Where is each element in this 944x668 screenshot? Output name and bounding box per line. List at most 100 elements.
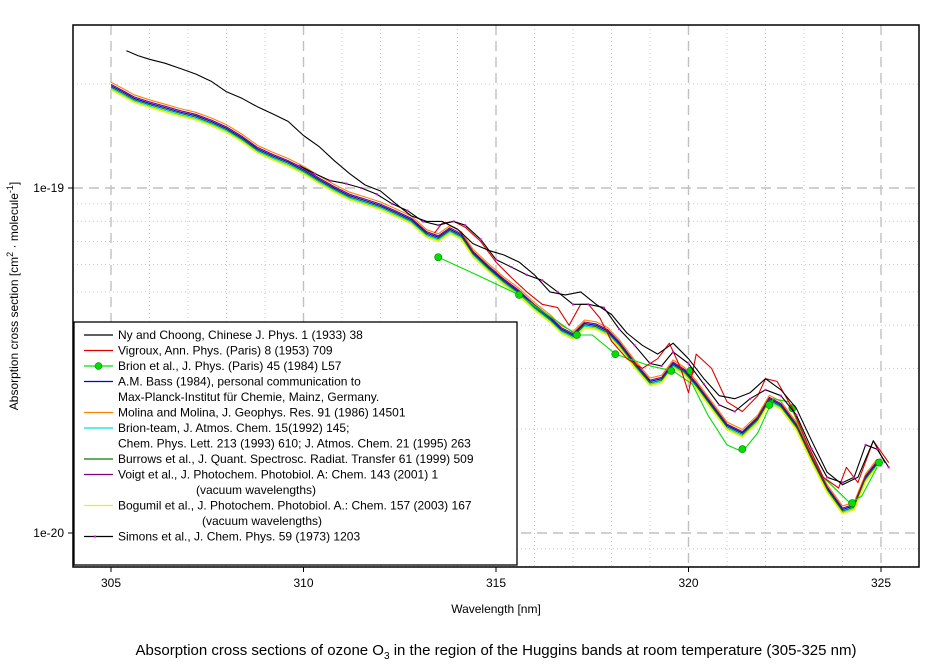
series-line	[110, 89, 878, 515]
data-point	[887, 466, 890, 469]
data-point	[853, 476, 856, 479]
y-tick-label: 1e-20	[33, 526, 64, 540]
legend-label: Chem. Phys. Lett. 213 (1993) 610; J. Atm…	[118, 437, 471, 451]
data-point	[718, 403, 721, 406]
legend-label: Max-Planck-Institut für Chemie, Mainz, G…	[118, 390, 379, 404]
legend-marker	[94, 535, 96, 538]
series-5	[110, 87, 878, 513]
data-point	[672, 350, 675, 353]
legend-marker	[94, 362, 103, 370]
series-line	[126, 50, 886, 486]
chart-title: Absorption cross sections of ozone O3 in…	[136, 642, 857, 662]
data-point	[452, 220, 455, 223]
data-point	[329, 179, 332, 182]
series-4	[110, 81, 878, 507]
legend: Ny and Choong, Chinese J. Phys. 1 (1933)…	[73, 321, 518, 566]
data-point	[406, 209, 409, 212]
legend-label: Simons et al., J. Chem. Phys. 59 (1973) …	[118, 530, 360, 544]
series-line	[433, 220, 890, 489]
legend-label: Bogumil et al., J. Photochem. Photobiol.…	[118, 499, 472, 513]
series-line	[110, 85, 878, 511]
series-layer	[110, 50, 890, 515]
data-point	[298, 164, 301, 167]
data-point	[687, 362, 690, 365]
series-line	[110, 87, 878, 513]
data-point	[572, 331, 581, 339]
data-point	[749, 397, 752, 400]
legend-label: Voigt et al., J. Photochem. Photobiol. A…	[118, 468, 439, 482]
data-point	[510, 266, 513, 269]
data-point	[795, 413, 798, 416]
data-point	[810, 448, 813, 451]
data-point	[875, 458, 883, 467]
data-point	[733, 410, 736, 413]
legend-label: Molina and Molina, J. Geophys. Res. 91 (…	[118, 406, 406, 420]
series-1	[433, 220, 890, 489]
series-8	[110, 89, 878, 515]
data-point	[375, 193, 378, 196]
data-point	[464, 224, 467, 227]
legend-item: Ny and Choong, Chinese J. Phys. 1 (1933)…	[84, 328, 363, 342]
legend-item: Vigroux, Ann. Phys. (Paris) 8 (1953) 709	[84, 344, 333, 358]
x-tick-label: 320	[678, 576, 698, 590]
legend-label: Brion-team, J. Atmos. Chem. 15(1992) 145…	[118, 421, 349, 435]
series-line	[110, 81, 878, 507]
series-6	[110, 86, 878, 512]
data-point	[525, 273, 528, 276]
data-point	[876, 448, 879, 451]
legend-box	[73, 321, 518, 566]
data-point	[667, 367, 676, 375]
legend-label: Vigroux, Ann. Phys. (Paris) 8 (1953) 709	[118, 344, 333, 358]
data-point	[495, 258, 497, 261]
data-point	[826, 476, 829, 479]
data-point	[602, 306, 605, 309]
data-point	[541, 279, 544, 282]
data-point	[572, 303, 574, 306]
x-tick-label: 315	[486, 576, 506, 590]
series-9	[298, 164, 890, 484]
legend-item: Brion-team, J. Atmos. Chem. 15(1992) 145…	[84, 421, 471, 451]
legend-label: Brion et al., J. Phys. (Paris) 45 (1984)…	[118, 359, 342, 373]
legend-label: Burrows et al., J. Quant. Spectrosc. Rad…	[118, 452, 474, 466]
data-point	[765, 401, 774, 409]
series-2	[434, 253, 883, 508]
data-point	[633, 344, 636, 347]
legend-item: Simons et al., J. Chem. Phys. 59 (1973) …	[84, 530, 360, 544]
legend-item: Bogumil et al., J. Photochem. Photobiol.…	[84, 499, 472, 528]
y-axis-label: Absorption cross section [cm2 · molecule…	[5, 182, 21, 410]
legend-item: Molina and Molina, J. Geophys. Res. 91 (…	[84, 406, 406, 420]
x-tick-label: 325	[871, 576, 891, 590]
data-point	[738, 445, 747, 454]
data-point	[660, 364, 663, 367]
data-point	[864, 443, 867, 446]
x-tick-label: 305	[101, 576, 121, 590]
data-point	[764, 388, 767, 391]
legend-label: (vacuum wavelengths)	[196, 483, 316, 497]
legend-item: A.M. Bass (1984), personal communication…	[84, 375, 379, 404]
data-point	[360, 187, 363, 189]
legend-item: Brion et al., J. Phys. (Paris) 45 (1984)…	[84, 359, 342, 373]
data-point	[611, 350, 620, 359]
data-point	[479, 238, 482, 241]
series-7	[110, 83, 878, 509]
data-point	[618, 328, 621, 331]
data-point	[314, 172, 317, 175]
data-point	[848, 499, 857, 508]
data-point	[702, 383, 705, 386]
y-tick-label: 1e-19	[33, 181, 64, 195]
series-line	[110, 83, 878, 509]
data-point	[344, 182, 347, 185]
legend-label: Ny and Choong, Chinese J. Phys. 1 (1933)…	[118, 328, 363, 342]
x-tick-label: 310	[293, 576, 313, 590]
series-line	[110, 86, 878, 512]
legend-item: Voigt et al., J. Photochem. Photobiol. A…	[84, 468, 439, 497]
data-point	[587, 303, 590, 306]
data-point	[434, 253, 443, 262]
x-axis-label: Wavelength [nm]	[451, 602, 541, 616]
series-3	[110, 85, 878, 511]
series-0	[126, 50, 886, 486]
data-point	[649, 362, 651, 365]
data-point	[779, 394, 782, 397]
legend-item: Burrows et al., J. Quant. Spectrosc. Rad…	[84, 452, 474, 466]
